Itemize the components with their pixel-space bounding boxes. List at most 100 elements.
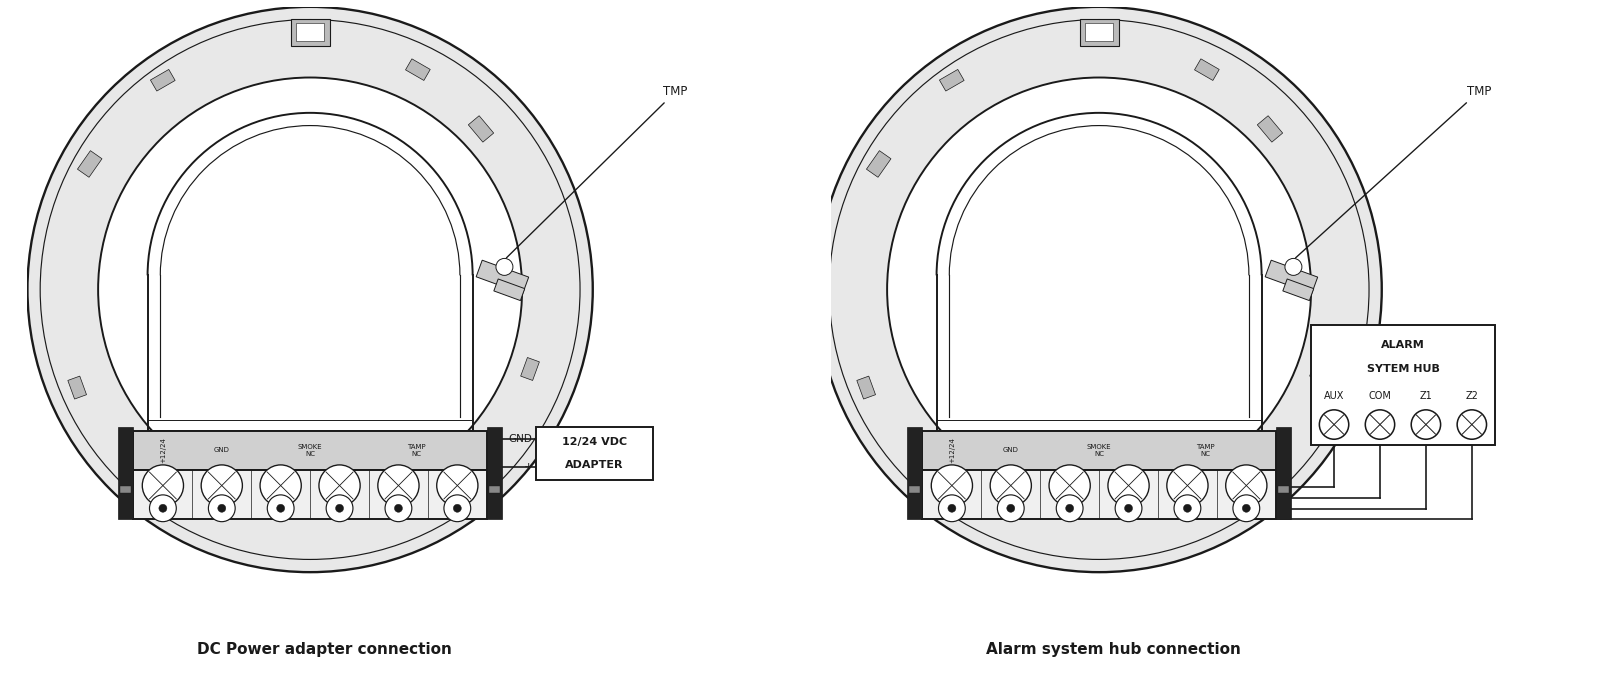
- Circle shape: [1066, 504, 1074, 512]
- Circle shape: [1365, 410, 1395, 439]
- Circle shape: [1125, 504, 1133, 512]
- Bar: [867, 151, 891, 177]
- Text: Alarm system hub connection: Alarm system hub connection: [986, 643, 1240, 658]
- Bar: [133, 470, 486, 519]
- Circle shape: [931, 465, 973, 506]
- Circle shape: [1166, 465, 1208, 506]
- Circle shape: [1006, 504, 1014, 512]
- Text: TAMP
NC: TAMP NC: [1195, 444, 1214, 456]
- Circle shape: [453, 504, 461, 512]
- Bar: [296, 23, 323, 42]
- Bar: [1258, 116, 1283, 142]
- Bar: [77, 151, 102, 177]
- Bar: [150, 69, 174, 91]
- Bar: [1310, 325, 1494, 445]
- Bar: [133, 431, 486, 470]
- Bar: [923, 470, 1275, 519]
- Text: SYTEM HUB: SYTEM HUB: [1366, 364, 1440, 374]
- Bar: [450, 462, 475, 486]
- Bar: [469, 116, 494, 142]
- Text: +12/24: +12/24: [160, 437, 166, 463]
- Text: +12/24: +12/24: [949, 437, 955, 463]
- Circle shape: [277, 504, 285, 512]
- Bar: [1085, 23, 1114, 42]
- Circle shape: [1226, 465, 1267, 506]
- Bar: [1080, 19, 1118, 46]
- Bar: [490, 486, 499, 493]
- Circle shape: [218, 504, 226, 512]
- Text: SMOKE
NC: SMOKE NC: [1086, 444, 1112, 456]
- Text: ADAPTER: ADAPTER: [565, 460, 624, 471]
- Circle shape: [990, 465, 1032, 506]
- Circle shape: [158, 504, 166, 512]
- Circle shape: [1056, 495, 1083, 522]
- Bar: [118, 427, 133, 519]
- Bar: [1238, 462, 1264, 486]
- Circle shape: [1320, 410, 1349, 439]
- Circle shape: [142, 465, 184, 506]
- Circle shape: [939, 495, 965, 522]
- Text: DC Power adapter connection: DC Power adapter connection: [197, 643, 451, 658]
- Text: Z2: Z2: [1466, 390, 1478, 401]
- Bar: [120, 486, 131, 493]
- Text: GND: GND: [214, 447, 230, 453]
- Text: 12/24 VDC: 12/24 VDC: [562, 437, 627, 447]
- Text: TMP: TMP: [507, 85, 688, 258]
- Bar: [1310, 358, 1328, 380]
- Circle shape: [1050, 465, 1090, 506]
- Circle shape: [1107, 465, 1149, 506]
- Bar: [939, 69, 965, 91]
- Circle shape: [395, 504, 403, 512]
- Bar: [141, 475, 166, 499]
- Bar: [1275, 427, 1291, 519]
- Bar: [494, 279, 525, 301]
- Circle shape: [318, 465, 360, 506]
- Circle shape: [336, 504, 344, 512]
- Circle shape: [378, 465, 419, 506]
- Text: Z1: Z1: [1419, 390, 1432, 401]
- Text: GND: GND: [509, 434, 533, 444]
- Circle shape: [947, 504, 955, 512]
- Bar: [486, 427, 502, 519]
- Bar: [909, 486, 920, 493]
- Bar: [923, 431, 1275, 470]
- Circle shape: [886, 77, 1310, 501]
- Circle shape: [267, 495, 294, 522]
- Circle shape: [1174, 495, 1202, 522]
- Bar: [1266, 260, 1318, 294]
- Circle shape: [1184, 504, 1192, 512]
- Circle shape: [202, 465, 242, 506]
- Circle shape: [1411, 410, 1440, 439]
- Circle shape: [1234, 495, 1259, 522]
- Bar: [405, 59, 430, 80]
- Text: AUX: AUX: [1323, 390, 1344, 401]
- Circle shape: [98, 77, 522, 501]
- Bar: [1278, 486, 1290, 493]
- Circle shape: [326, 495, 354, 522]
- Circle shape: [1458, 410, 1486, 439]
- Circle shape: [443, 495, 470, 522]
- Circle shape: [386, 495, 411, 522]
- Text: TMP: TMP: [1296, 85, 1491, 258]
- Bar: [291, 19, 330, 46]
- Circle shape: [1242, 504, 1250, 512]
- Bar: [1195, 59, 1219, 80]
- Circle shape: [496, 258, 514, 275]
- Bar: [536, 427, 653, 480]
- Bar: [477, 260, 528, 294]
- Text: COM: COM: [1368, 390, 1392, 401]
- Text: TAMP
NC: TAMP NC: [406, 444, 426, 456]
- Circle shape: [208, 495, 235, 522]
- Circle shape: [27, 7, 592, 572]
- Text: +: +: [523, 462, 533, 472]
- Bar: [67, 376, 86, 399]
- Text: GND: GND: [1003, 447, 1019, 453]
- Circle shape: [1285, 258, 1302, 275]
- Circle shape: [149, 495, 176, 522]
- Circle shape: [261, 465, 301, 506]
- Text: SMOKE
NC: SMOKE NC: [298, 444, 323, 456]
- Circle shape: [1115, 495, 1142, 522]
- Bar: [858, 376, 875, 399]
- Circle shape: [997, 495, 1024, 522]
- Bar: [930, 475, 955, 499]
